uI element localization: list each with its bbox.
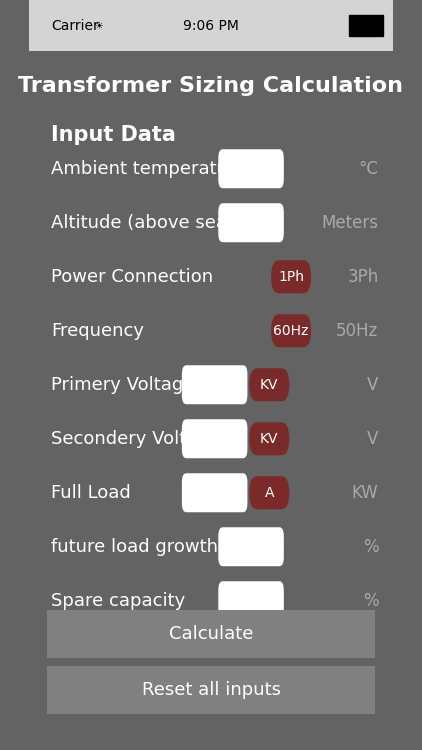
Text: future load growth: future load growth	[51, 538, 218, 556]
Text: %: %	[363, 538, 379, 556]
Text: KV: KV	[260, 432, 279, 445]
Text: Frequency: Frequency	[51, 322, 144, 340]
FancyBboxPatch shape	[47, 610, 375, 658]
Text: %: %	[363, 592, 379, 610]
Text: Transformer Sizing Calculation: Transformer Sizing Calculation	[19, 76, 403, 96]
Text: Power Connection: Power Connection	[51, 268, 213, 286]
FancyBboxPatch shape	[182, 365, 247, 404]
FancyBboxPatch shape	[29, 0, 393, 51]
FancyBboxPatch shape	[271, 260, 311, 293]
Text: V: V	[367, 430, 379, 448]
Text: 50Hz: 50Hz	[336, 322, 379, 340]
Text: 60Hz: 60Hz	[273, 324, 309, 338]
Text: Input Data: Input Data	[51, 125, 176, 145]
Text: Ambient temperature: Ambient temperature	[51, 160, 246, 178]
Text: Full Load: Full Load	[51, 484, 130, 502]
Text: Spare capacity: Spare capacity	[51, 592, 185, 610]
FancyBboxPatch shape	[249, 422, 289, 455]
Text: ☀: ☀	[95, 20, 103, 31]
Text: Altitude (above sea level): Altitude (above sea level)	[51, 214, 283, 232]
Text: V: V	[367, 376, 379, 394]
FancyBboxPatch shape	[182, 473, 247, 512]
FancyBboxPatch shape	[349, 15, 383, 36]
Text: KW: KW	[352, 484, 379, 502]
FancyBboxPatch shape	[249, 476, 289, 509]
FancyBboxPatch shape	[182, 419, 247, 458]
FancyBboxPatch shape	[47, 666, 375, 714]
Text: Calculate: Calculate	[169, 625, 253, 643]
Text: KV: KV	[260, 378, 279, 392]
FancyBboxPatch shape	[218, 149, 284, 188]
Text: 1Ph: 1Ph	[278, 270, 304, 284]
FancyBboxPatch shape	[218, 527, 284, 566]
Text: Primery Voltage: Primery Voltage	[51, 376, 194, 394]
Text: Meters: Meters	[322, 214, 379, 232]
Text: A: A	[265, 486, 274, 500]
Text: 9:06 PM: 9:06 PM	[183, 19, 239, 32]
Text: Carrier: Carrier	[51, 19, 99, 32]
Text: Secondery Voltage: Secondery Voltage	[51, 430, 220, 448]
FancyBboxPatch shape	[218, 581, 284, 620]
FancyBboxPatch shape	[218, 203, 284, 242]
Text: Reset all inputs: Reset all inputs	[141, 681, 281, 699]
FancyBboxPatch shape	[271, 314, 311, 347]
Text: °C: °C	[359, 160, 379, 178]
Text: 3Ph: 3Ph	[347, 268, 379, 286]
FancyBboxPatch shape	[249, 368, 289, 401]
